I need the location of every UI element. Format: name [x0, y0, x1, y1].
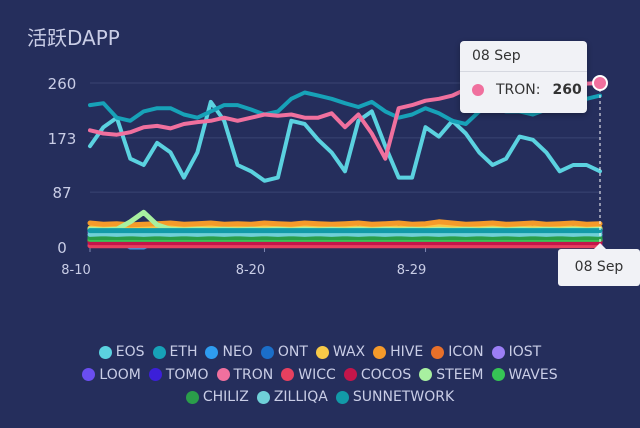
- legend-swatch: [98, 345, 112, 359]
- legend-label: IOST: [508, 344, 542, 360]
- legend-swatch: [281, 368, 295, 381]
- legend-item-tomo[interactable]: TOMO: [148, 365, 209, 385]
- legend-label: ICON: [448, 344, 484, 360]
- legend-item-tron[interactable]: TRON: [216, 365, 274, 385]
- legend-swatch: [315, 345, 329, 359]
- legend-label: HIVE: [390, 344, 424, 360]
- legend-label: ZILLIQA: [273, 389, 328, 405]
- chart-legend: EOS ETH NEO ONT WAX HIVE ICON IOST LOOM TOMO TRON W…: [40, 342, 600, 410]
- legend-item-steem[interactable]: STEEM: [419, 365, 484, 385]
- tooltip-series-label: TRON:: [496, 82, 541, 98]
- legend-item-wicc[interactable]: WICC: [281, 365, 336, 385]
- highlight-point: [592, 75, 608, 91]
- x-tick-label: 8-29: [397, 263, 427, 278]
- tooltip-value: 260: [552, 82, 582, 98]
- legend-swatch: [185, 390, 199, 404]
- legend-label: ONT: [277, 344, 308, 360]
- legend-label: LOOM: [99, 366, 141, 383]
- legend-swatch: [373, 345, 387, 359]
- legend-item-neo[interactable]: NEO: [205, 342, 253, 362]
- legend-swatch: [343, 368, 357, 381]
- legend-swatch: [335, 390, 349, 404]
- legend-swatch: [431, 345, 445, 359]
- legend-item-icon[interactable]: ICON: [431, 342, 484, 362]
- y-tick-label: 260: [48, 75, 77, 93]
- y-tick-label: 87: [52, 184, 71, 202]
- legend-item-waves[interactable]: WAVES: [491, 365, 558, 385]
- legend-item-hive[interactable]: HIVE: [373, 342, 423, 362]
- tooltip-date: 08 Sep: [460, 41, 587, 72]
- legend-item-wax[interactable]: WAX: [315, 342, 366, 362]
- legend-label: WAX: [332, 344, 366, 360]
- legend-item-iost[interactable]: IOST: [491, 342, 542, 362]
- legend-label: COCOS: [360, 366, 412, 383]
- legend-item-eth[interactable]: ETH: [152, 342, 198, 362]
- line-chart[interactable]: 260 173 87 0 8-10 8-20 8-29: [0, 0, 640, 300]
- legend-swatch: [152, 345, 166, 359]
- legend-item-zilliqa[interactable]: ZILLIQA: [256, 387, 328, 407]
- series-line-eos: [88, 99, 602, 183]
- legend-label: WAVES: [508, 366, 558, 383]
- x-tick-label: 8-10: [61, 263, 91, 278]
- legend-swatch: [256, 390, 270, 404]
- legend-swatch: [491, 368, 505, 381]
- legend-swatch: [419, 368, 433, 381]
- x-tick-label: 8-20: [236, 263, 266, 278]
- legend-label: TOMO: [165, 366, 209, 383]
- y-tick-label: 0: [57, 239, 67, 257]
- legend-item-chiliz[interactable]: CHILIZ: [185, 387, 249, 407]
- legend-label: STEEM: [436, 366, 484, 383]
- axis-pointer-label: 08 Sep: [558, 243, 640, 286]
- tooltip-series-dot: [472, 84, 484, 96]
- legend-swatch: [216, 368, 230, 381]
- tooltip-row: TRON: 260: [460, 72, 587, 98]
- legend-item-loom[interactable]: LOOM: [82, 365, 141, 385]
- legend-swatch: [491, 345, 505, 359]
- legend-item-eos[interactable]: EOS: [98, 342, 145, 362]
- legend-label: ETH: [169, 344, 198, 360]
- legend-item-sunnetwork[interactable]: SUNNETWORK: [335, 387, 455, 407]
- legend-swatch: [82, 368, 96, 381]
- legend-label: CHILIZ: [202, 389, 249, 405]
- legend-label: WICC: [298, 366, 336, 383]
- chart-tooltip: 08 Sep TRON: 260: [460, 41, 587, 113]
- y-tick-label: 173: [48, 130, 77, 148]
- legend-label: EOS: [115, 344, 145, 360]
- legend-swatch: [148, 368, 162, 381]
- legend-item-ont[interactable]: ONT: [260, 342, 308, 362]
- series-line-zilliqa: [87, 231, 603, 237]
- legend-item-cocos[interactable]: COCOS: [343, 365, 412, 385]
- legend-swatch: [205, 345, 219, 359]
- legend-swatch: [260, 345, 274, 359]
- legend-label: TRON: [233, 366, 274, 383]
- legend-label: NEO: [222, 344, 253, 360]
- series-line-hive: [87, 219, 603, 228]
- chart-title: 活跃DAPP: [27, 26, 120, 50]
- legend-label: SUNNETWORK: [352, 389, 455, 405]
